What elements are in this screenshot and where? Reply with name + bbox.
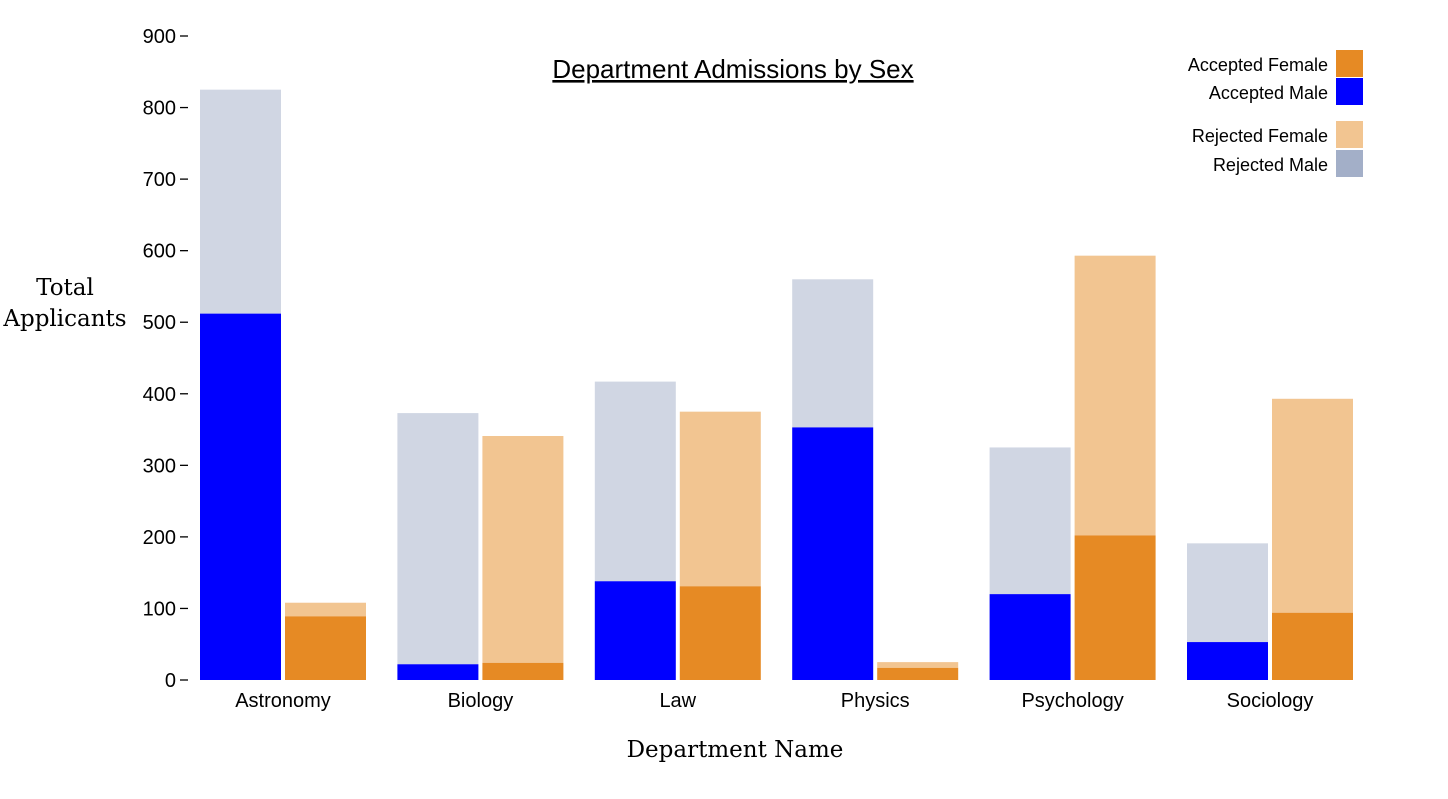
chart-title: Department Admissions by Sex [552,54,913,84]
bar-accepted-male-sociology [1187,642,1268,680]
y-axis-title-line1: Total [36,275,94,301]
bars-layer [200,89,1353,680]
legend-swatch [1336,50,1363,77]
bar-accepted-male-astronomy [200,313,281,680]
bar-rejected-female-sociology [1272,398,1353,613]
legend-swatch [1336,121,1363,148]
bar-accepted-female-biology [482,662,564,680]
bar-accepted-female-sociology [1272,612,1353,680]
x-tick-label: Astronomy [235,690,331,712]
x-tick-label: Physics [841,690,910,712]
legend-label: Rejected Male [1213,155,1328,175]
bar-rejected-female-astronomy [285,602,366,617]
bar-accepted-male-biology [397,664,479,680]
y-tick-label: 900 [143,26,176,48]
x-tick-label: Sociology [1227,690,1314,712]
bar-accepted-male-psychology [989,594,1071,680]
bar-rejected-female-biology [482,435,564,663]
x-tick-label: Biology [448,690,514,712]
legend-label: Rejected Female [1192,126,1328,146]
bar-accepted-female-physics [877,667,959,680]
bar-rejected-male-sociology [1187,543,1268,643]
x-tick-label: Law [659,690,696,712]
y-tick-label: 800 [143,98,176,120]
y-tick-label: 0 [165,670,176,692]
y-tick-label: 300 [143,455,176,477]
legend-swatch [1336,78,1363,105]
bar-accepted-female-law [679,586,761,680]
y-axis: 0 100 200 300 400 500 600 700 800 900 [143,26,188,692]
y-tick-label: 400 [143,384,176,406]
bar-rejected-male-biology [397,413,479,665]
y-tick-label: 100 [143,598,176,620]
x-axis-title: Department Name [627,737,844,763]
bar-rejected-male-psychology [989,447,1071,595]
legend-label: Accepted Male [1209,83,1328,103]
legend: Accepted Female Accepted Male Rejected Fem… [1188,50,1363,177]
legend-swatch [1336,150,1363,177]
bar-rejected-female-psychology [1074,255,1156,536]
bar-accepted-male-law [594,581,676,680]
bar-accepted-male-physics [792,427,874,680]
bar-accepted-female-psychology [1074,535,1156,680]
bar-rejected-female-physics [877,662,959,668]
y-tick-label: 500 [143,312,176,334]
bar-accepted-female-astronomy [285,616,366,680]
y-tick-label: 200 [143,527,176,549]
x-axis-labels: Astronomy Biology Law Physics Psychology Soci… [235,690,1314,712]
y-axis-title-line2: Applicants [2,306,126,332]
bar-rejected-male-astronomy [200,89,281,314]
bar-rejected-male-law [594,381,676,582]
y-tick-label: 600 [143,241,176,263]
bar-rejected-male-physics [792,279,874,428]
y-tick-label: 700 [143,169,176,191]
legend-label: Accepted Female [1188,55,1328,75]
bar-rejected-female-law [679,411,761,587]
x-tick-label: Psychology [1021,690,1123,712]
